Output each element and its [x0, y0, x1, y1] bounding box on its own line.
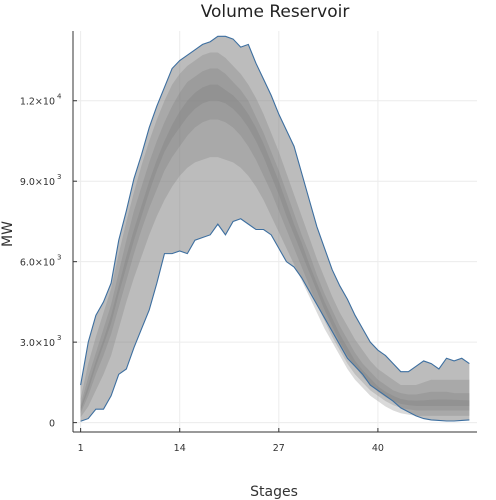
- x-tick-label: 40: [372, 443, 384, 454]
- band-2: [80, 52, 470, 418]
- x-tick-label: 14: [174, 443, 186, 454]
- x-axis-label: Stages: [250, 484, 298, 500]
- chart-title: Volume Reservoir: [201, 2, 350, 22]
- y-tick-exponent: 3: [57, 334, 61, 342]
- band-outline-lower: [80, 218, 470, 422]
- x-tick-label: 1: [78, 443, 84, 454]
- fan-bands: [80, 35, 470, 422]
- band-1: [80, 36, 470, 422]
- y-tick-label: 0: [49, 419, 55, 430]
- axes: [72, 31, 477, 433]
- y-tick-label: 3.0×10: [20, 338, 55, 349]
- y-tick-label: 9.0×10: [20, 177, 55, 188]
- y-tick-label: 1.2×10: [20, 97, 55, 108]
- y-tick-exponent: 3: [57, 173, 61, 181]
- y-tick-exponent: 4: [57, 93, 62, 101]
- x-tick-label: 27: [273, 443, 285, 454]
- y-tick-exponent: 3: [57, 254, 61, 262]
- y-tick-label: 6.0×10: [20, 258, 55, 269]
- y-axis-label: MW: [0, 221, 16, 247]
- band-outline-upper: [80, 35, 470, 386]
